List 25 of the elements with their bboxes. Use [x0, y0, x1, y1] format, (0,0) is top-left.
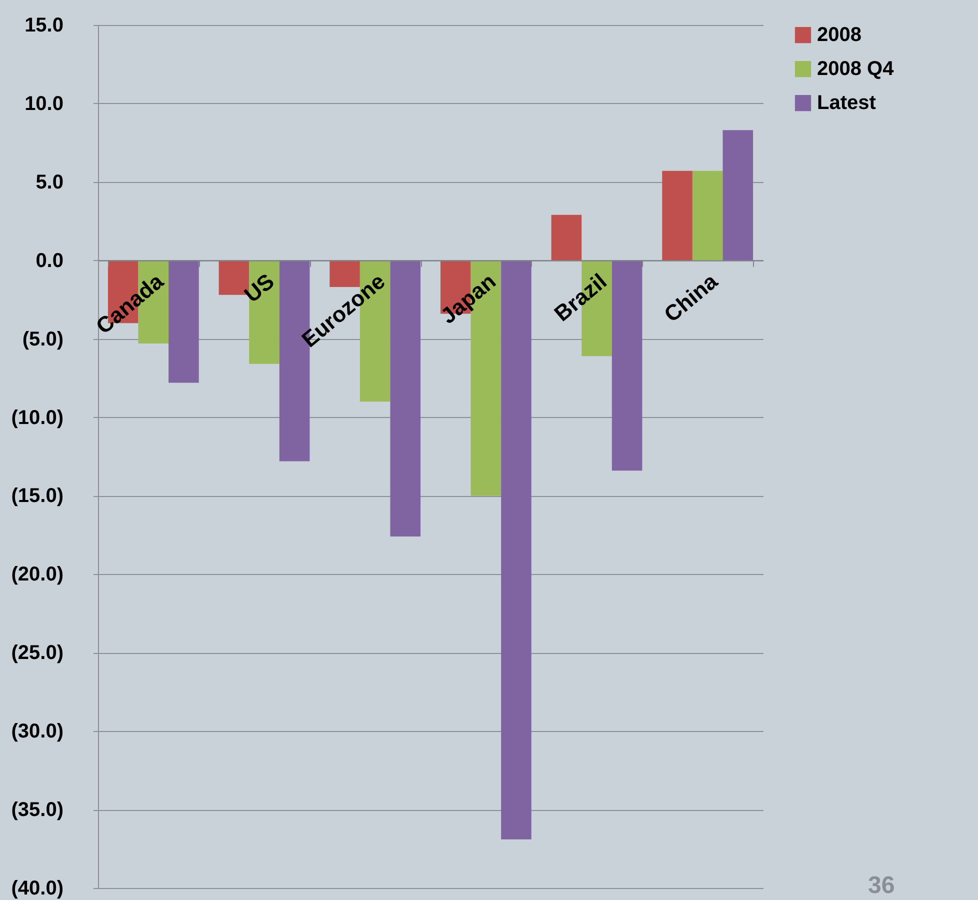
y-tick-label: (25.0)	[11, 642, 64, 664]
y-tick-label: (15.0)	[11, 485, 64, 508]
y-tick-label: 0.0	[36, 250, 64, 272]
legend-label: 2008 Q4	[817, 58, 895, 80]
y-tick-label: (10.0)	[11, 406, 64, 429]
bar	[722, 130, 754, 260]
bar	[612, 260, 642, 471]
bar	[662, 170, 692, 260]
y-tick-label: 5.0	[36, 171, 64, 194]
y-tick-label: 15.0	[24, 14, 64, 36]
bar	[390, 260, 421, 537]
legend-label: 2008	[817, 24, 862, 46]
y-tick-label: (30.0)	[11, 720, 64, 743]
text: 36	[868, 872, 895, 900]
bar	[168, 260, 199, 383]
x-tick-label: US	[239, 268, 279, 308]
bar	[692, 170, 723, 260]
bar	[501, 260, 532, 840]
y-tick-label: 10.0	[24, 92, 64, 115]
y-tick-label: (20.0)	[11, 564, 64, 586]
y-tick-label: (5.0)	[22, 328, 64, 350]
y-tick-label: (40.0)	[11, 878, 64, 900]
bar	[551, 214, 582, 260]
legend-label: Latest	[817, 92, 876, 114]
y-tick-label: (35.0)	[11, 799, 64, 822]
